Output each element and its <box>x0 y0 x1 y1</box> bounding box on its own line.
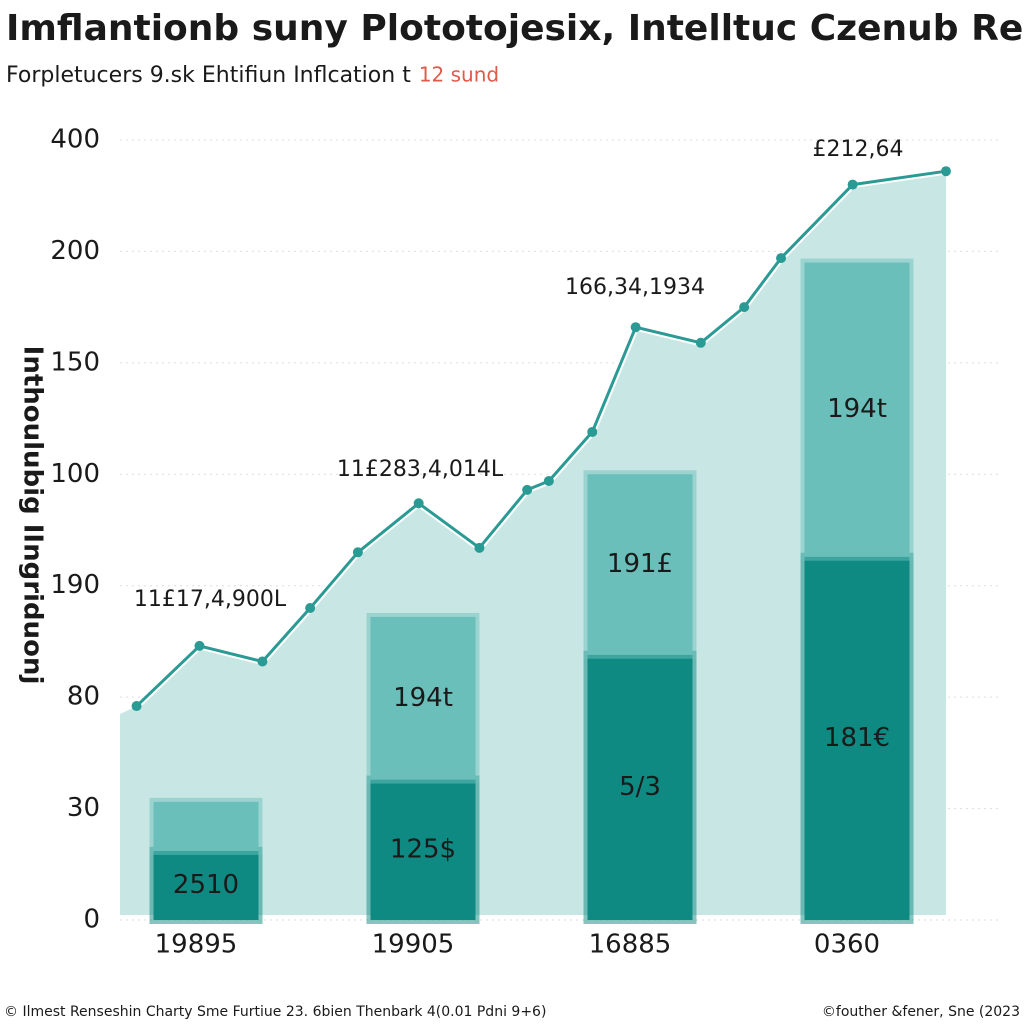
subtitle-highlight: 12 sund <box>419 63 499 87</box>
line-point <box>587 426 598 437</box>
bar-label: 194t <box>827 394 887 424</box>
line-point <box>305 603 316 613</box>
footer-left: © Ilmest Renseshin Charty Sme Furtiue 23… <box>4 1004 546 1020</box>
bar-segment <box>583 650 697 924</box>
line-point <box>474 542 485 553</box>
y-tick-label: 0 <box>83 905 100 935</box>
bar-label: 191£ <box>607 549 673 579</box>
y-tick-label: 30 <box>67 793 100 823</box>
bar-segment <box>800 552 914 924</box>
y-tick-label: 190 <box>50 570 100 600</box>
y-axis-label: Inthoulubig IIngriduonj <box>18 346 48 685</box>
x-tick-label: 19905 <box>372 930 455 960</box>
y-tick-label: 200 <box>50 236 100 266</box>
bar-label: 181€ <box>824 723 890 753</box>
bar-segment <box>366 612 480 784</box>
footer-right: ©fouther &fener, Sne (2023 <box>822 1004 1020 1020</box>
line <box>135 169 947 708</box>
line-point <box>257 656 268 667</box>
annotation: 11£17,4,900L <box>134 587 287 612</box>
y-tick-label: 80 <box>67 682 100 712</box>
y-tick-label: 400 <box>50 125 100 155</box>
bar-segment <box>149 846 263 925</box>
bar-segment <box>149 797 263 855</box>
annotation: 166,34,1934 <box>565 275 705 300</box>
bar-label: 125$ <box>390 834 456 864</box>
x-tick-label: 16885 <box>589 930 672 960</box>
line-point <box>352 547 363 558</box>
line-point <box>776 253 787 264</box>
bar-segment <box>366 775 480 924</box>
chart-subtitle: Forpletucers 9.sk Ehtifiun Inflcation t <box>6 63 411 88</box>
line-point <box>739 302 750 313</box>
line-point <box>413 498 424 509</box>
line-point <box>194 640 205 651</box>
line-point <box>522 484 533 495</box>
chart-title: Imflantionb suny Plototojesix, Intelltuc… <box>6 8 1024 49</box>
bar-segment <box>800 258 914 561</box>
area <box>120 171 946 915</box>
annotation: 11£283,4,014L <box>337 457 504 482</box>
line-point <box>940 166 951 177</box>
annotation: £212,64 <box>813 137 904 162</box>
x-tick-label: 0360 <box>814 930 880 960</box>
line-point <box>630 322 641 333</box>
bar-segment <box>583 470 697 659</box>
line-point <box>847 179 858 190</box>
y-tick-label: 150 <box>50 347 100 377</box>
x-tick-label: 19895 <box>155 930 238 960</box>
bar-label: 2510 <box>173 870 239 900</box>
line-point <box>695 337 706 348</box>
line-point <box>131 701 142 712</box>
line-point <box>543 475 554 486</box>
y-tick-label: 100 <box>50 459 100 489</box>
bar-label: 194t <box>393 683 453 713</box>
bar-label: 5/3 <box>619 772 661 802</box>
